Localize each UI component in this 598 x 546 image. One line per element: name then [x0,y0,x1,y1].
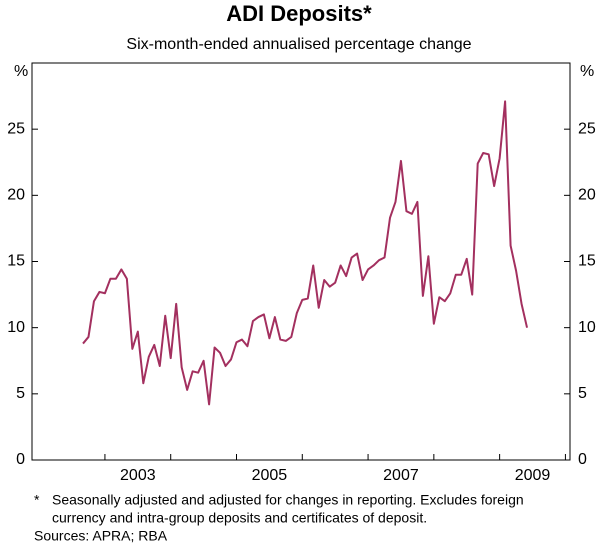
y-tick-label: 10 [7,319,25,336]
footnote-marker: * [34,492,40,508]
chart-title: ADI Deposits* [226,1,372,26]
y2-tick-label: 0 [578,451,587,468]
chart-subtitle: Six-month-ended annualised percentage ch… [126,36,471,53]
x-tick-label: 2003 [120,467,156,484]
y2-tick-label: 25 [578,120,596,137]
y-tick-label: 25 [7,120,25,137]
x-tick-label: 2007 [383,467,419,484]
y-tick-label: 15 [7,253,25,270]
y2-tick-label: 5 [578,385,587,402]
y-tick-label: 20 [7,187,25,204]
footnote: Seasonally adjusted and adjusted for cha… [52,492,524,508]
y2-tick-label: 20 [578,187,596,204]
source: Sources: APRA; RBA [34,528,168,544]
x-tick-label: 2009 [515,467,551,484]
y2-tick-label: 10 [578,319,596,336]
y2-tick-label: 15 [578,253,596,270]
footnote: currency and intra-group deposits and ce… [52,510,427,526]
y2-axis-label: % [580,63,594,80]
data-line [82,100,529,406]
y-tick-label: 0 [16,451,25,468]
y-tick-label: 5 [16,385,25,402]
x-tick-label: 2005 [252,467,288,484]
y-axis-label: % [14,63,28,80]
